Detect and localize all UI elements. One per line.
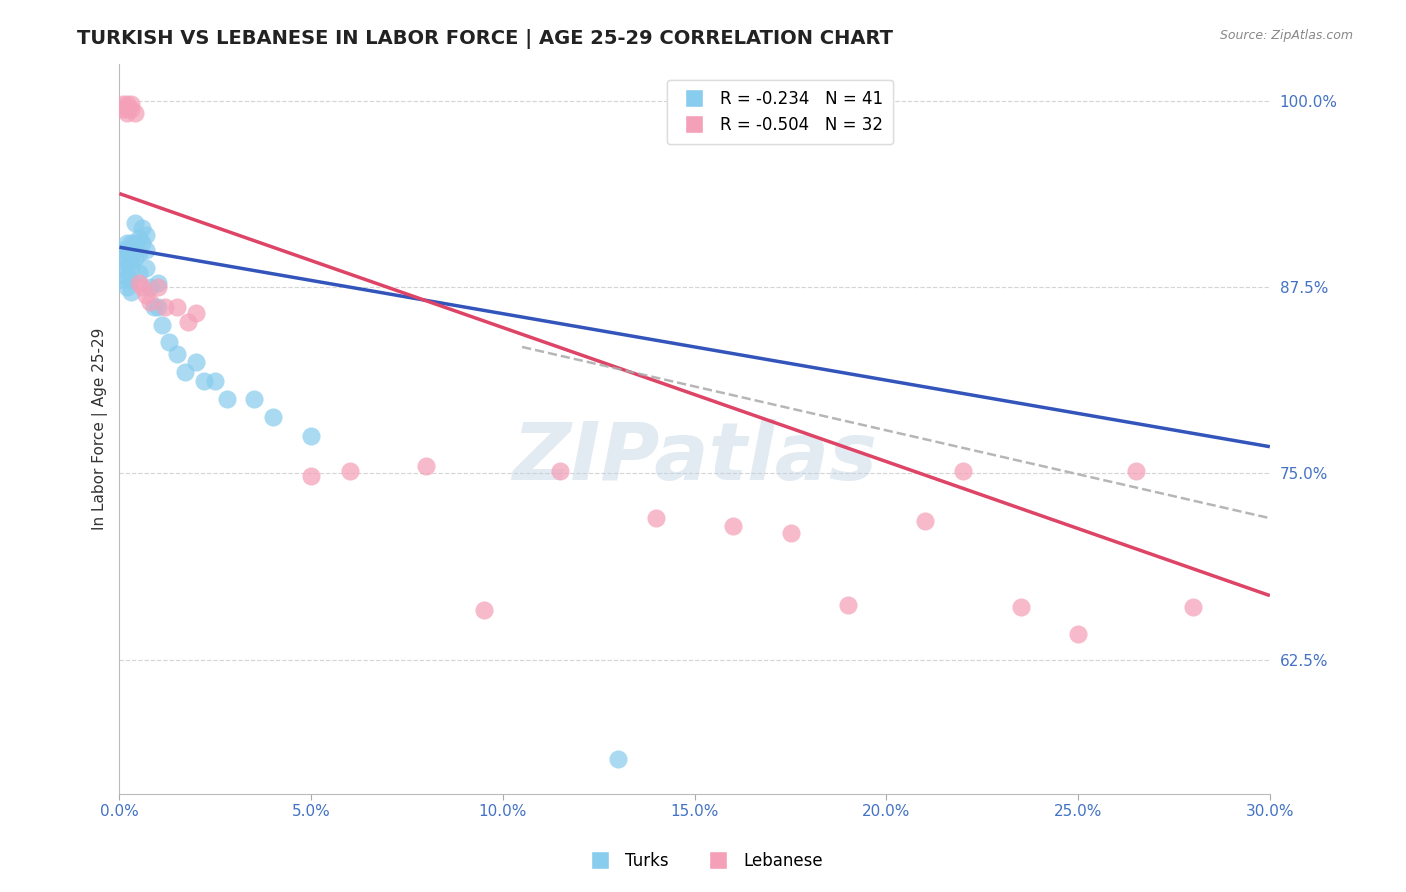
Point: [645, 511, 668, 525]
Point: [299, 429, 322, 443]
Point: [131, 280, 153, 294]
Point: [128, 231, 150, 245]
Point: [173, 365, 195, 379]
Point: [139, 295, 162, 310]
Point: [721, 518, 744, 533]
Point: [184, 306, 207, 320]
Point: [120, 102, 142, 116]
Point: [112, 97, 135, 112]
Point: [115, 102, 138, 116]
Point: [166, 347, 188, 361]
Point: [607, 752, 630, 766]
Point: [120, 235, 142, 250]
Point: [1067, 627, 1090, 641]
Point: [112, 273, 135, 287]
Point: [215, 392, 238, 406]
Point: [135, 228, 157, 243]
Text: Source: ZipAtlas.com: Source: ZipAtlas.com: [1219, 29, 1353, 42]
Point: [115, 280, 138, 294]
Point: [150, 318, 173, 332]
Point: [142, 300, 165, 314]
Point: [914, 514, 936, 528]
Point: [146, 276, 169, 290]
Point: [115, 97, 138, 112]
Point: [131, 220, 153, 235]
Point: [120, 273, 142, 287]
Point: [1125, 463, 1147, 477]
Point: [166, 300, 188, 314]
Point: [128, 246, 150, 260]
Point: [120, 285, 142, 299]
Legend: Turks, Lebanese: Turks, Lebanese: [576, 846, 830, 877]
Point: [112, 260, 135, 275]
Point: [112, 251, 135, 265]
Point: [193, 374, 215, 388]
Point: [131, 235, 153, 250]
Point: [155, 300, 177, 314]
Point: [550, 463, 572, 477]
Point: [124, 235, 146, 250]
Y-axis label: In Labor Force | Age 25-29: In Labor Force | Age 25-29: [93, 327, 108, 530]
Point: [135, 260, 157, 275]
Point: [128, 265, 150, 279]
Point: [115, 246, 138, 260]
Point: [262, 409, 284, 424]
Point: [415, 458, 437, 473]
Point: [1182, 600, 1205, 615]
Point: [952, 463, 974, 477]
Point: [339, 463, 361, 477]
Legend: R = -0.234   N = 41, R = -0.504   N = 32: R = -0.234 N = 41, R = -0.504 N = 32: [666, 79, 893, 144]
Point: [135, 243, 157, 257]
Point: [124, 216, 146, 230]
Point: [115, 270, 138, 285]
Point: [115, 258, 138, 272]
Point: [146, 280, 169, 294]
Point: [120, 97, 142, 112]
Point: [299, 469, 322, 483]
Point: [1010, 600, 1032, 615]
Point: [177, 315, 200, 329]
Point: [112, 243, 135, 257]
Point: [242, 392, 264, 406]
Point: [779, 526, 801, 541]
Point: [112, 102, 135, 116]
Point: [115, 235, 138, 250]
Point: [146, 300, 169, 314]
Point: [115, 106, 138, 120]
Point: [128, 276, 150, 290]
Point: [124, 251, 146, 265]
Point: [472, 603, 495, 617]
Point: [184, 355, 207, 369]
Point: [120, 260, 142, 275]
Point: [139, 280, 162, 294]
Text: ZIPatlas: ZIPatlas: [512, 419, 877, 497]
Point: [837, 598, 859, 612]
Point: [204, 374, 226, 388]
Text: TURKISH VS LEBANESE IN LABOR FORCE | AGE 25-29 CORRELATION CHART: TURKISH VS LEBANESE IN LABOR FORCE | AGE…: [77, 29, 893, 48]
Point: [124, 106, 146, 120]
Point: [135, 288, 157, 302]
Point: [157, 335, 180, 350]
Point: [120, 251, 142, 265]
